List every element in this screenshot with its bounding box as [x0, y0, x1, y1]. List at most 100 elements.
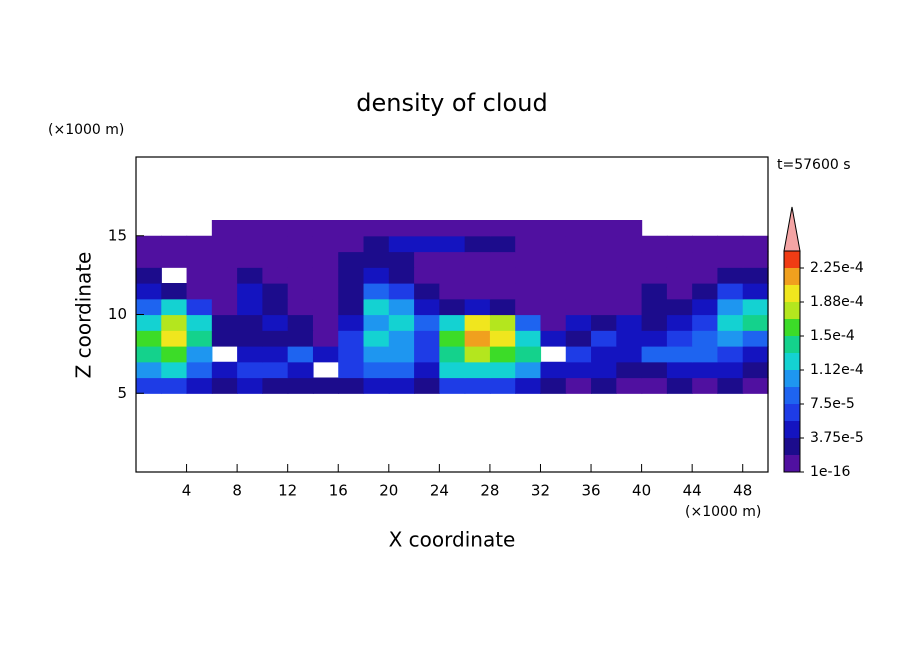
colorbar-band	[784, 370, 800, 387]
contour-cell	[565, 314, 592, 331]
y-axis-label: Z coordinate	[72, 252, 96, 379]
contour-cell	[237, 346, 263, 363]
contour-cell	[742, 283, 769, 300]
contour-cell	[363, 283, 390, 300]
x-tick-label: 4	[182, 482, 192, 500]
contour-cell	[363, 251, 390, 268]
contour-cell	[287, 220, 314, 237]
contour-cell	[692, 361, 719, 379]
contour-cell	[312, 267, 339, 284]
contour-cell	[414, 298, 440, 316]
contour-cell	[237, 220, 263, 237]
x-tick-label: 40	[632, 482, 651, 500]
contour-cell	[666, 283, 693, 300]
contour-cell	[540, 283, 567, 300]
contour-cell	[742, 298, 769, 316]
contour-cell	[211, 298, 238, 316]
contour-cell	[363, 346, 390, 363]
contour-cell	[186, 298, 213, 316]
x-unit: (×1000 m)	[685, 504, 761, 520]
contour-cell	[565, 330, 592, 347]
x-tick-label: 24	[430, 482, 449, 500]
contour-cell	[717, 298, 744, 316]
y-tick-label: 10	[108, 305, 127, 323]
contour-cell	[161, 298, 188, 316]
contour-cell	[641, 251, 668, 268]
contour-cell	[312, 377, 339, 394]
contour-cell	[692, 298, 719, 316]
contour-cell	[262, 283, 289, 300]
contour-cell	[262, 298, 289, 316]
contour-cell	[388, 377, 415, 394]
colorbar-band	[784, 268, 800, 285]
contour-cell	[237, 298, 263, 316]
contour-cell	[136, 251, 162, 268]
contour-cell	[262, 361, 289, 379]
colorbar-tick-label: 1.5e-4	[810, 328, 855, 344]
contour-cell	[237, 283, 263, 300]
contour-cell	[338, 267, 365, 284]
contour-cell	[692, 314, 719, 331]
contour-cell	[338, 330, 365, 347]
contour-cell	[312, 283, 339, 300]
contour-cell	[363, 235, 390, 253]
contour-cell	[591, 314, 617, 331]
y-tick-label: 5	[117, 384, 127, 402]
contour-cell	[565, 251, 592, 268]
contour-cell	[414, 283, 440, 300]
colorbar-band	[784, 387, 800, 404]
contour-cell	[641, 298, 668, 316]
contour-cell	[186, 330, 213, 347]
contour-cell	[161, 361, 188, 379]
contour-cell	[287, 314, 314, 331]
contour-cell	[641, 346, 668, 363]
contour-cell	[439, 235, 466, 253]
contour-cell	[515, 314, 542, 331]
contour-cell	[540, 235, 567, 253]
contour-cell	[616, 377, 643, 394]
contour-cell	[414, 267, 440, 284]
contour-cell	[287, 298, 314, 316]
contour-cell	[591, 251, 617, 268]
contour-cell	[692, 267, 719, 284]
contour-cell	[616, 361, 643, 379]
contour-cell	[439, 283, 466, 300]
contour-cell	[540, 220, 567, 237]
contour-cell	[464, 283, 491, 300]
contour-cell	[136, 361, 162, 379]
contour-cell	[616, 298, 643, 316]
colorbar-band	[784, 302, 800, 319]
colorbar-frame	[783, 250, 801, 473]
contour-cell	[414, 251, 440, 268]
contour-cell	[565, 346, 592, 363]
contour-cell	[237, 235, 263, 253]
colorbar: 1e-16 3.75e-5 7.5e-5 1.12e-4 1.5e-4 1.88e-4 2.…	[783, 206, 864, 480]
contour-cell	[616, 220, 643, 237]
colorbar-tick-label: 2.25e-4	[810, 260, 864, 276]
contour-cell	[287, 235, 314, 253]
contour-cell	[692, 377, 719, 394]
contour-cell	[237, 267, 263, 284]
contour-cell	[136, 283, 162, 300]
colorbar-tick-label: 1.12e-4	[810, 362, 864, 378]
contour-cell	[287, 346, 314, 363]
x-tick-label: 8	[232, 482, 242, 500]
contour-cell	[363, 267, 390, 284]
contour-cell	[439, 298, 466, 316]
contour-cell	[565, 298, 592, 316]
contour-cell	[591, 330, 617, 347]
contour-cell	[262, 330, 289, 347]
contour-cell	[515, 346, 542, 363]
contour-cell	[211, 283, 238, 300]
colorbar-band	[784, 319, 800, 336]
contour-cell	[489, 377, 516, 394]
contour-cell	[211, 251, 238, 268]
contour-cell	[237, 251, 263, 268]
contour-cell	[717, 361, 744, 379]
contour-cell	[439, 330, 466, 347]
contour-cell	[540, 298, 567, 316]
contour-cell	[591, 235, 617, 253]
contour-cell	[363, 298, 390, 316]
colorbar-tick-label: 1e-16	[810, 464, 850, 480]
chart-title: density of cloud	[356, 89, 547, 117]
